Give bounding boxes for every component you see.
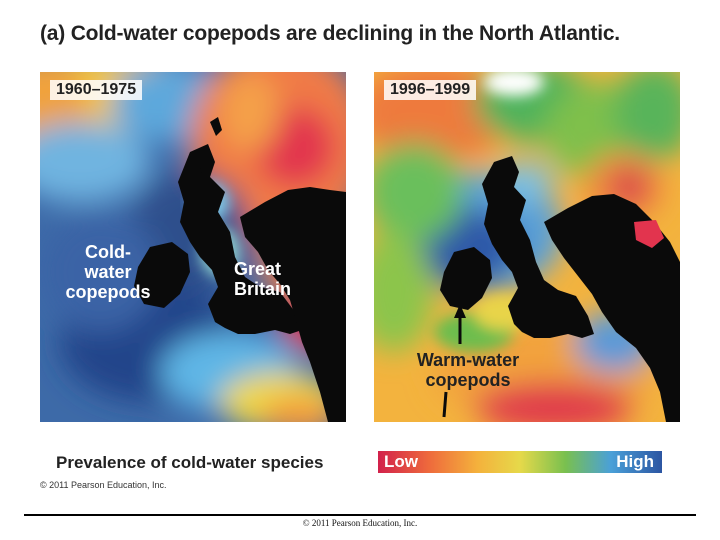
year-label: 1960–1975: [50, 80, 143, 100]
arrow: [442, 304, 466, 418]
warm-water-copepods-label: Warm-water copepods: [416, 350, 520, 390]
figure-title: (a) Cold-water copepods are declining in…: [40, 22, 620, 45]
landmass: [134, 117, 346, 422]
great-britain-label: Great Britain: [234, 259, 292, 299]
legend-color-scale: Low High: [378, 451, 662, 473]
legend-low-label: Low: [384, 452, 418, 471]
legend-title: Prevalence of cold-water species: [56, 453, 324, 472]
copyright-notice: © 2011 Pearson Education, Inc.: [40, 480, 167, 490]
cold-water-copepods-label: Cold- water copepods: [65, 242, 151, 302]
map-panel-1996-1999: 1996–1999 Warm-water copepods: [374, 72, 680, 422]
legend-high-label: High: [616, 452, 654, 471]
legend: Prevalence of cold-water species Low Hig…: [56, 451, 666, 475]
year-label: 1996–1999: [384, 80, 477, 100]
landmass: [440, 156, 680, 422]
map-panel-1960-1975: 1960–1975 Cold- water copepods Great Bri…: [40, 72, 346, 422]
divider: [24, 514, 696, 516]
heatmap-1996-1999: [374, 72, 680, 422]
footer-copyright: © 2011 Pearson Education, Inc.: [302, 518, 418, 528]
